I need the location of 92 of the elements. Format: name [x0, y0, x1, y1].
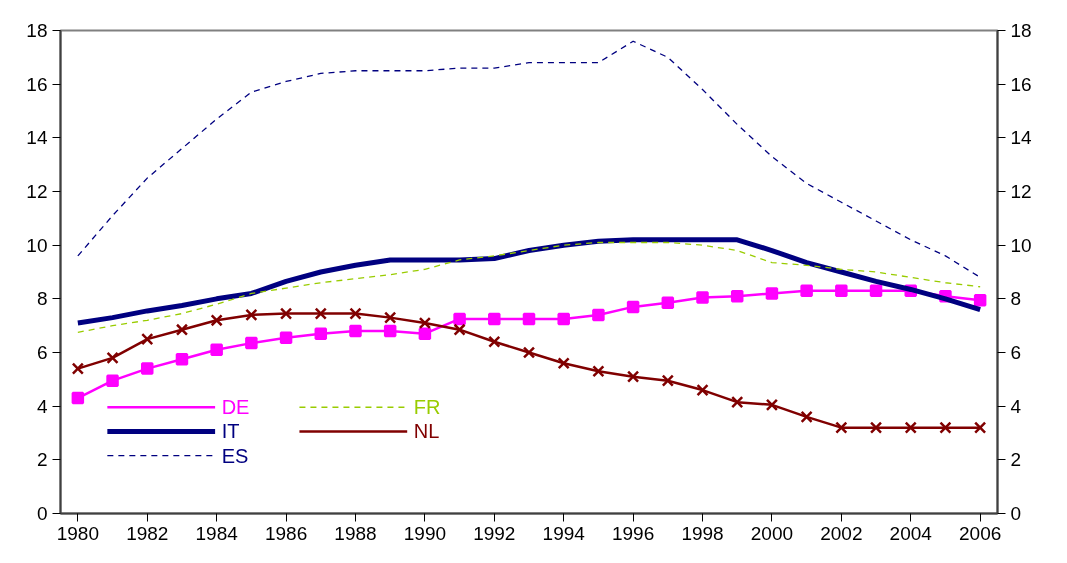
y-tick-label: 12: [26, 181, 48, 202]
point: [835, 284, 848, 298]
point: [731, 395, 744, 409]
y-tick-label: 16: [26, 73, 48, 95]
point: [349, 307, 362, 320]
point: [869, 284, 883, 298]
point: [522, 346, 536, 359]
x-tick-label: 1984: [195, 522, 239, 544]
y-tick-label: 2: [36, 449, 48, 471]
point: [592, 365, 605, 378]
y-tick-label: 8: [36, 288, 48, 310]
point: [835, 421, 848, 434]
x-tick-label: 1980: [56, 522, 99, 544]
point: [141, 332, 154, 346]
point: [314, 327, 328, 340]
point: [210, 343, 223, 357]
point: [557, 357, 570, 370]
x-tick-label: 1996: [611, 522, 655, 544]
point: [661, 374, 675, 387]
point: [245, 336, 258, 350]
point: [626, 300, 640, 314]
point: [661, 296, 675, 310]
y2-tick-label: 0: [1010, 503, 1022, 524]
point: [973, 293, 987, 307]
y2-tick-label: 8: [1010, 288, 1022, 310]
point: [106, 374, 119, 387]
y2-tick-label: 14: [1010, 127, 1033, 149]
point: [71, 362, 85, 375]
point: [349, 324, 362, 338]
y-tick-label: 4: [36, 395, 48, 417]
point: [626, 370, 640, 383]
point: [245, 308, 258, 322]
point: [696, 291, 709, 304]
point: [383, 311, 397, 324]
point: [904, 421, 917, 434]
point: [973, 421, 987, 434]
point: [314, 307, 327, 320]
point: [730, 289, 744, 303]
point: [106, 351, 119, 365]
point: [383, 324, 397, 338]
x-tick-label: 2006: [959, 522, 1002, 544]
point: [696, 383, 709, 397]
point: [141, 362, 154, 375]
y2-tick-label: 18: [1010, 20, 1032, 41]
point: [279, 307, 293, 320]
point: [488, 312, 501, 326]
y-tick-label: 10: [26, 234, 48, 256]
x-tick-label: 2000: [750, 522, 794, 544]
y2-tick-label: 6: [1010, 342, 1022, 363]
y-tick-label: 18: [26, 20, 48, 41]
point: [869, 421, 883, 434]
y2-tick-label: 12: [1010, 181, 1032, 202]
text: FR: [413, 396, 441, 419]
y2-tick-label: 4: [1010, 395, 1022, 417]
y-tick-label: 14: [26, 127, 48, 149]
x-tick-label: 1994: [542, 522, 586, 544]
point: [488, 335, 501, 348]
point: [522, 312, 536, 326]
x-tick-label: 1986: [264, 522, 308, 544]
x-tick-label: 2002: [820, 522, 863, 544]
x-tick-label: 1992: [473, 522, 516, 544]
point: [592, 308, 605, 322]
x-tick-label: 1990: [403, 522, 447, 544]
point: [765, 398, 779, 412]
y-tick-label: 6: [36, 342, 48, 363]
point: [800, 284, 813, 298]
point: [279, 331, 293, 344]
x-tick-label: 1998: [681, 522, 724, 544]
text: NL: [413, 420, 440, 443]
point: [557, 312, 570, 326]
point: [418, 316, 432, 330]
point: [175, 323, 189, 336]
point: [210, 314, 223, 327]
y2-tick-label: 2: [1010, 449, 1022, 471]
point: [800, 410, 813, 424]
x-tick-label: 1988: [334, 522, 377, 544]
y2-tick-label: 10: [1010, 234, 1032, 256]
line-series: [77, 40, 981, 279]
point: [453, 323, 466, 336]
point: [765, 287, 779, 300]
point: [418, 327, 432, 340]
point: [71, 391, 85, 405]
y-tick-label: 0: [36, 503, 48, 524]
text: IT: [221, 420, 240, 443]
text: ES: [221, 444, 249, 467]
point: [939, 421, 952, 434]
y2-tick-label: 16: [1010, 73, 1032, 95]
text: DE: [221, 396, 250, 419]
point: [175, 352, 189, 366]
x-tick-label: 1982: [126, 522, 169, 544]
point: [453, 312, 466, 326]
x-tick-label: 2004: [889, 522, 933, 544]
